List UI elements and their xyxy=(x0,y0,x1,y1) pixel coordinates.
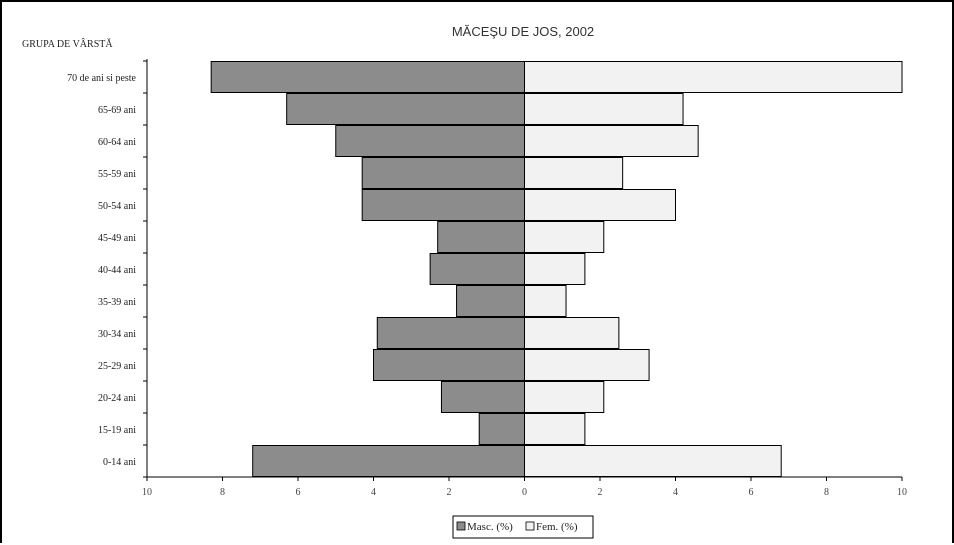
legend-label-masc: Masc. (%) xyxy=(467,521,513,533)
male-bar-4 xyxy=(361,189,525,221)
x-tick-labels: 10 8 6 4 2 0 2 4 6 8 10 xyxy=(142,487,907,498)
female-bar-9 xyxy=(524,349,650,381)
x-tick-label: 6 xyxy=(749,487,754,498)
axes-layer xyxy=(143,59,903,481)
legend-swatch-fem xyxy=(525,521,535,531)
x-tick-label: 2 xyxy=(598,487,603,498)
male-bar-0 xyxy=(210,61,526,93)
male-bar-1 xyxy=(286,93,525,125)
legend: Masc. (%) Fem. (%) xyxy=(452,515,594,539)
female-bar-0 xyxy=(524,61,903,93)
female-bar-8 xyxy=(524,317,620,349)
y-tick-label: 25-29 ani xyxy=(98,361,136,372)
female-bar-5 xyxy=(524,221,605,253)
male-bar-12 xyxy=(252,445,525,477)
female-bar-10 xyxy=(524,381,605,413)
x-tick-label: 10 xyxy=(142,487,152,498)
male-bar-6 xyxy=(429,253,525,285)
legend-box xyxy=(452,515,594,539)
y-tick-label: 50-54 ani xyxy=(98,201,136,212)
y-tick-label: 70 de ani si peste xyxy=(67,73,136,84)
female-bar-12 xyxy=(524,445,782,477)
x-tick-label: 6 xyxy=(296,487,301,498)
y-tick-label: 55-59 ani xyxy=(98,169,136,180)
female-bar-2 xyxy=(524,125,699,157)
male-bar-10 xyxy=(440,381,526,413)
x-tick-label: 8 xyxy=(824,487,829,498)
x-tick-label: 4 xyxy=(673,487,678,498)
y-tick-label: 30-34 ani xyxy=(98,329,136,340)
y-tick-label: 35-39 ani xyxy=(98,297,136,308)
x-tick-label: 10 xyxy=(897,487,907,498)
x-tick-label: 0 xyxy=(522,487,527,498)
female-bar-4 xyxy=(524,189,676,221)
x-tick-label: 8 xyxy=(220,487,225,498)
female-bar-3 xyxy=(524,157,624,189)
male-bar-8 xyxy=(376,317,525,349)
male-bar-2 xyxy=(335,125,525,157)
y-tick-label: 60-64 ani xyxy=(98,137,136,148)
legend-label-fem: Fem. (%) xyxy=(536,521,578,533)
female-bar-6 xyxy=(524,253,586,285)
legend-swatch-masc xyxy=(456,521,466,531)
female-bar-11 xyxy=(524,413,586,445)
chart-title: MĂCEŞU DE JOS, 2002 xyxy=(452,24,594,39)
y-tick-label: 65-69 ani xyxy=(98,105,136,116)
y-tick-label: 0-14 ani xyxy=(103,457,136,468)
female-bar-1 xyxy=(524,93,684,125)
male-bar-5 xyxy=(437,221,525,253)
y-tick-label: 15-19 ani xyxy=(98,425,136,436)
y-tick-labels: 70 de ani si peste 65-69 ani 60-64 ani 55-5… xyxy=(67,73,136,468)
x-tick-label: 2 xyxy=(447,487,452,498)
y-tick-label: 20-24 ani xyxy=(98,393,136,404)
y-axis-title: GRUPA DE VÂRSTĂ xyxy=(22,38,113,50)
male-bar-11 xyxy=(478,413,526,445)
bars-layer xyxy=(210,61,903,477)
y-tick-label: 40-44 ani xyxy=(98,265,136,276)
male-bar-7 xyxy=(456,285,525,317)
female-bar-7 xyxy=(524,285,567,317)
x-tick-label: 4 xyxy=(371,487,376,498)
male-bar-3 xyxy=(361,157,525,189)
y-tick-label: 45-49 ani xyxy=(98,233,136,244)
male-bar-9 xyxy=(373,349,525,381)
